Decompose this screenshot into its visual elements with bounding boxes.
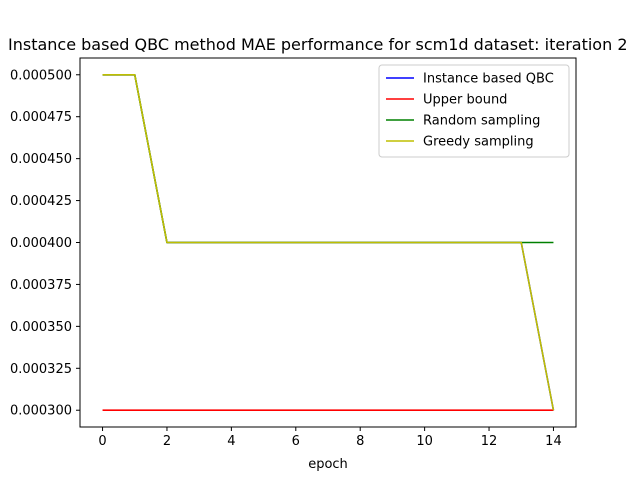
x-tick-label: 4 (227, 434, 235, 449)
y-tick-label: 0.000325 (10, 362, 72, 377)
y-tick-label: 0.000375 (10, 278, 72, 293)
x-axis: 0 2 4 6 8 10 12 14 (98, 427, 562, 449)
y-tick-label: 0.000500 (10, 68, 72, 83)
legend-label-0: Instance based QBC (423, 72, 554, 87)
y-axis: 0.000300 0.000325 0.000350 0.000375 0.000400… (10, 68, 80, 419)
x-tick-label: 10 (416, 434, 433, 449)
y-tick-label: 0.000425 (10, 194, 72, 209)
x-tick-label: 0 (98, 434, 106, 449)
x-tick-label: 6 (292, 434, 300, 449)
y-tick-label: 0.000450 (10, 152, 72, 167)
x-axis-label: epoch (308, 457, 348, 472)
y-tick-label: 0.000300 (10, 404, 72, 419)
plot-lines (102, 73, 555, 412)
y-tick-label: 0.000475 (10, 110, 72, 125)
legend-label-1: Upper bound (423, 93, 507, 108)
x-tick-label: 2 (163, 434, 171, 449)
x-tick-label: 12 (481, 434, 498, 449)
x-tick-label: 14 (545, 434, 562, 449)
chart-title: Instance based QBC method MAE performanc… (8, 35, 628, 54)
legend-label-2: Random sampling (423, 114, 540, 129)
y-tick-label: 0.000400 (10, 236, 72, 251)
legend-box (378, 64, 570, 158)
series-line-3 (102, 73, 555, 411)
y-tick-label: 0.000350 (10, 320, 72, 335)
legend: Instance based QBC Upper bound Random samp… (378, 64, 570, 158)
legend-label-3: Greedy sampling (423, 135, 534, 150)
x-tick-label: 8 (356, 434, 364, 449)
